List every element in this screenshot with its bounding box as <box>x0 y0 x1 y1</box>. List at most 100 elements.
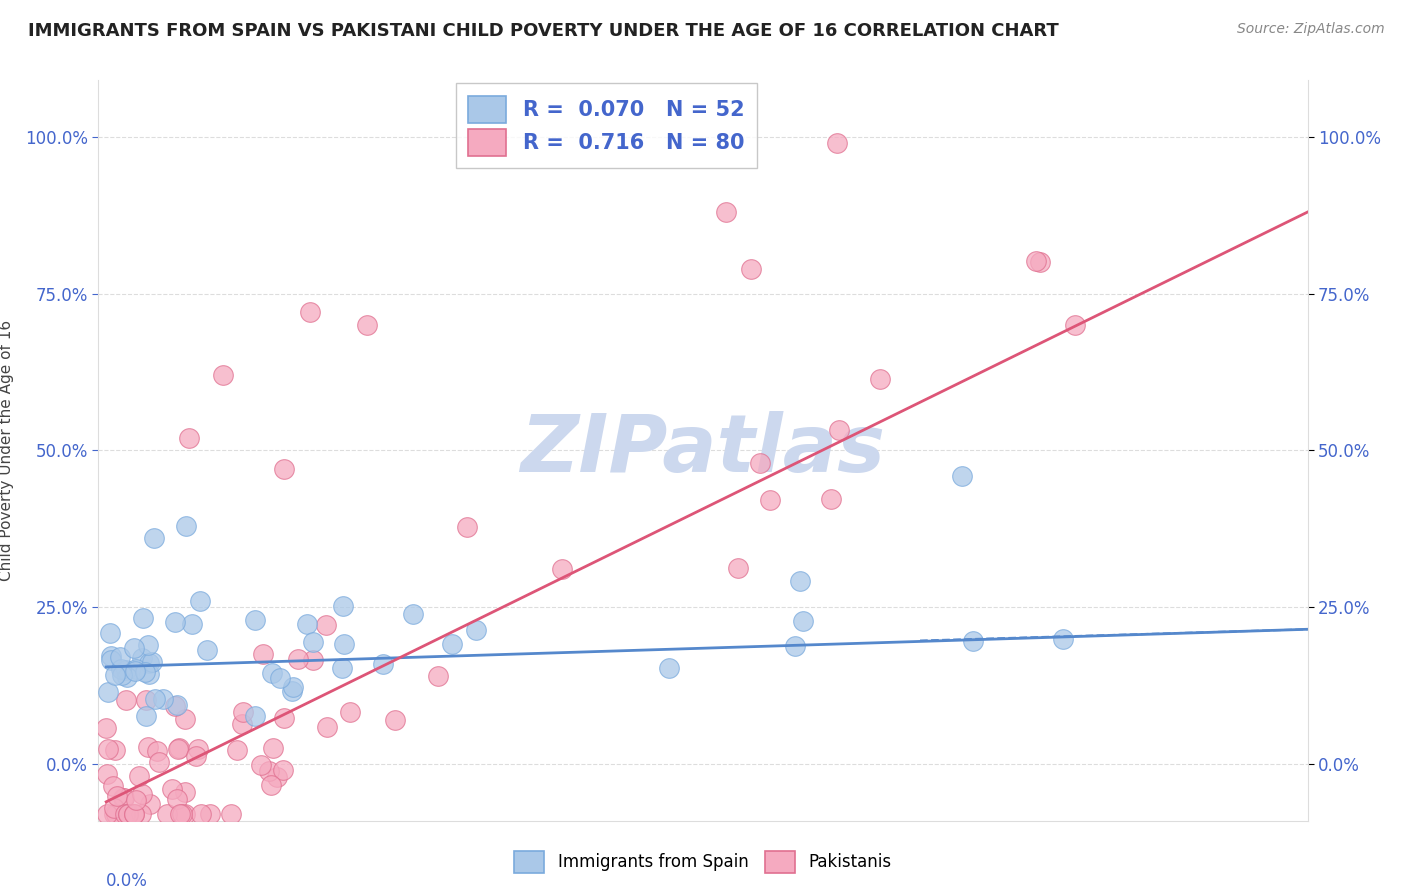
Point <box>1029 255 1052 269</box>
Point <box>143 531 166 545</box>
Point <box>96 721 118 735</box>
Point <box>1052 632 1074 646</box>
Point <box>104 667 127 681</box>
Point <box>115 693 138 707</box>
Point <box>269 671 291 685</box>
Text: 0.0%: 0.0% <box>107 872 148 890</box>
Point <box>111 668 134 682</box>
Point <box>243 613 266 627</box>
Point <box>262 665 284 680</box>
Point <box>104 807 127 822</box>
Point <box>129 807 152 822</box>
Point <box>714 205 737 219</box>
Point <box>97 685 120 699</box>
Point <box>103 801 125 815</box>
Point <box>136 638 159 652</box>
Point <box>174 518 197 533</box>
Point <box>124 807 146 822</box>
Y-axis label: Child Poverty Under the Age of 16: Child Poverty Under the Age of 16 <box>0 320 14 581</box>
Point <box>245 709 267 723</box>
Point <box>135 693 157 707</box>
Point <box>139 797 162 811</box>
Point <box>135 709 157 723</box>
Point <box>125 662 148 676</box>
Point <box>100 653 122 667</box>
Point <box>141 656 163 670</box>
Point <box>456 520 478 534</box>
Point <box>163 615 186 630</box>
Point <box>131 787 153 801</box>
Point <box>173 807 195 822</box>
Point <box>828 423 851 437</box>
Text: IMMIGRANTS FROM SPAIN VS PAKISTANI CHILD POVERTY UNDER THE AGE OF 16 CORRELATION: IMMIGRANTS FROM SPAIN VS PAKISTANI CHILD… <box>28 22 1059 40</box>
Point <box>131 651 153 665</box>
Point <box>174 784 197 798</box>
Point <box>758 493 780 508</box>
Point <box>166 791 188 805</box>
Point <box>339 705 361 719</box>
Point <box>1025 253 1047 268</box>
Point <box>440 637 463 651</box>
Point <box>169 807 191 822</box>
Point <box>962 634 984 648</box>
Point <box>100 648 122 663</box>
Point <box>658 661 681 675</box>
Point <box>155 807 177 822</box>
Point <box>96 807 118 822</box>
Point <box>117 670 139 684</box>
Point <box>330 661 353 675</box>
Point <box>177 431 200 445</box>
Point <box>165 699 187 714</box>
Point <box>112 791 135 805</box>
Point <box>785 639 807 653</box>
Text: Source: ZipAtlas.com: Source: ZipAtlas.com <box>1237 22 1385 37</box>
Point <box>273 711 295 725</box>
Point <box>332 599 354 613</box>
Point <box>373 657 395 671</box>
Point <box>186 748 208 763</box>
Point <box>188 593 211 607</box>
Point <box>105 789 128 803</box>
Point <box>138 656 160 670</box>
Point <box>295 617 318 632</box>
Point <box>101 779 124 793</box>
Point <box>103 807 125 822</box>
Point <box>820 492 842 507</box>
Point <box>384 713 406 727</box>
Point <box>426 669 449 683</box>
Point <box>281 683 304 698</box>
Point <box>166 741 188 756</box>
Point <box>273 462 295 476</box>
Text: ZIPatlas: ZIPatlas <box>520 411 886 490</box>
Point <box>226 743 249 757</box>
Point <box>740 261 762 276</box>
Point <box>104 743 127 757</box>
Legend: R =  0.070   N = 52, R =  0.716   N = 80: R = 0.070 N = 52, R = 0.716 N = 80 <box>456 83 756 168</box>
Point <box>110 650 132 665</box>
Point <box>950 468 973 483</box>
Point <box>356 318 378 332</box>
Point <box>727 560 749 574</box>
Point <box>114 807 136 822</box>
Point <box>257 764 280 778</box>
Point <box>252 647 274 661</box>
Point <box>250 758 273 772</box>
Point <box>792 614 814 628</box>
Point <box>212 368 235 383</box>
Point <box>315 618 337 632</box>
Point <box>138 667 160 681</box>
Point <box>170 807 193 822</box>
Point <box>198 807 221 822</box>
Point <box>302 634 325 648</box>
Point <box>100 626 122 640</box>
Point <box>96 766 118 780</box>
Point <box>128 769 150 783</box>
Point <box>333 637 356 651</box>
Point <box>114 663 136 677</box>
Point <box>169 741 191 756</box>
Point <box>190 807 212 822</box>
Point <box>271 764 294 778</box>
Point <box>117 807 139 822</box>
Point <box>231 716 253 731</box>
Point <box>748 456 770 470</box>
